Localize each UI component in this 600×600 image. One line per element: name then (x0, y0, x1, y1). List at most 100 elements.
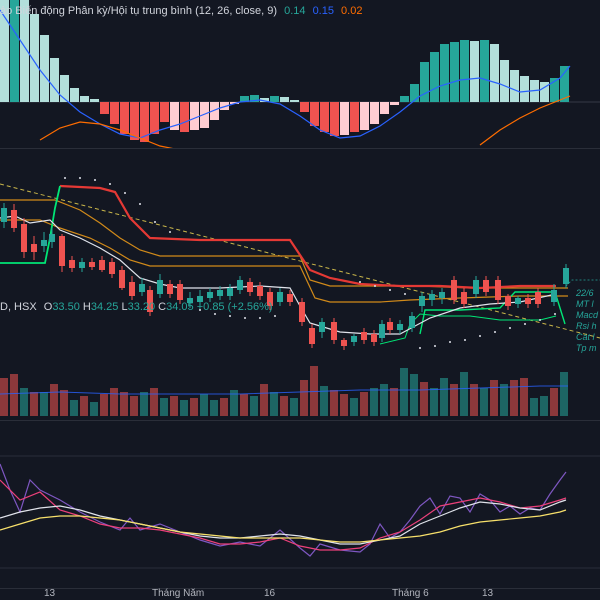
candle (341, 340, 347, 346)
macd-bar (60, 75, 69, 102)
volume-bar (270, 392, 278, 416)
macd-bar (420, 62, 429, 102)
candle (197, 296, 203, 302)
volume-bar (470, 384, 478, 416)
candle (79, 262, 85, 268)
annotation-line: 22/6 (576, 288, 594, 298)
macd-bar (370, 102, 379, 124)
macd-bar (90, 99, 99, 102)
macd-bar (170, 102, 179, 130)
volume-bars (0, 366, 568, 416)
candle (167, 284, 173, 294)
volume-bar (360, 392, 368, 416)
volume-bar (520, 378, 528, 416)
volume-bar (550, 388, 558, 416)
volume-bar (160, 398, 168, 416)
macd-bar (360, 102, 369, 130)
time-axis[interactable]: 13 Tháng Năm 16 Tháng 6 13 (0, 588, 600, 600)
macd-bar (520, 76, 529, 102)
macd-bar (490, 44, 499, 102)
price-chart (0, 177, 600, 416)
trendline (0, 183, 600, 339)
volume-bar (310, 366, 318, 416)
volume-bar (370, 388, 378, 416)
volume-bar (440, 378, 448, 416)
volume-bar (500, 384, 508, 416)
candles (1, 203, 569, 350)
volume-bar (300, 380, 308, 416)
candle (361, 332, 367, 340)
macd-bar (230, 102, 239, 104)
change-label: +0.85 (+2.56%) (196, 301, 273, 313)
volume-bar (350, 398, 358, 416)
candle (379, 324, 385, 338)
time-label: Tháng 6 (392, 588, 429, 599)
candle (177, 284, 183, 300)
time-label: Tháng Năm (152, 588, 205, 599)
candle (451, 280, 457, 300)
macd-value-1: 0.14 (284, 5, 306, 17)
macd-value-3: 0.02 (341, 5, 363, 17)
volume-bar (460, 372, 468, 416)
volume-bar (10, 374, 18, 416)
pane-separator[interactable] (0, 588, 600, 589)
time-label: 16 (264, 588, 276, 599)
candle (187, 298, 193, 303)
candle (1, 208, 7, 222)
macd-bar (540, 82, 549, 102)
macd-bar (330, 102, 339, 136)
orange-band-lower (0, 219, 568, 303)
macd-bar (450, 42, 459, 102)
candle (387, 322, 393, 330)
pane-separator[interactable] (0, 148, 600, 149)
oscillator-pane[interactable] (0, 420, 600, 588)
macd-bar (400, 96, 409, 102)
volume-bar (340, 394, 348, 416)
stoch-d-line (0, 479, 567, 551)
symbol-label[interactable]: D, HSX (0, 301, 37, 313)
macd-bar (280, 97, 289, 102)
macd-bar (0, 0, 9, 102)
volume-bar (420, 382, 428, 416)
macd-bar (40, 35, 49, 102)
macd-bar (300, 102, 309, 112)
volume-bar (260, 384, 268, 416)
macd-bar (510, 70, 519, 102)
macd-bar (180, 102, 189, 132)
macd-bar (470, 41, 479, 102)
candle (49, 234, 55, 242)
volume-bar (250, 396, 258, 416)
price-pane[interactable]: D, HSX O33.50 H34.25 L33.20 C34.05 +0.85… (0, 148, 600, 420)
volume-bar (40, 392, 48, 416)
pane-separator[interactable] (0, 420, 600, 421)
volume-bar (230, 390, 238, 416)
volume-bar (510, 380, 518, 416)
macd-bar (70, 88, 79, 102)
candle (11, 210, 17, 228)
volume-bar (50, 384, 58, 416)
time-label: 13 (482, 588, 494, 599)
macd-bar (290, 100, 299, 102)
volume-bar (90, 402, 98, 416)
candle (319, 322, 325, 332)
candle (309, 328, 315, 344)
macd-bar (110, 102, 119, 124)
macd-bar (500, 60, 509, 102)
macd-bar (200, 102, 209, 128)
volume-bar (20, 388, 28, 416)
candle (439, 292, 445, 298)
volume-bar (140, 392, 148, 416)
volume-bar (430, 388, 438, 416)
volume-bar (220, 398, 228, 416)
macd-signal-line (39, 121, 174, 148)
time-label: 13 (44, 588, 56, 599)
annotation-line: Tp m (576, 343, 597, 353)
macd-bar (270, 96, 279, 102)
volume-bar (530, 398, 538, 416)
annotation-line: MT l (576, 299, 594, 309)
macd-bar (160, 102, 169, 122)
candle (331, 322, 337, 340)
volume-bar (400, 368, 408, 416)
macd-pane[interactable]: ảo Biến động Phân kỳ/Hội tụ trung bình (… (0, 0, 600, 148)
macd-chart (0, 0, 600, 148)
